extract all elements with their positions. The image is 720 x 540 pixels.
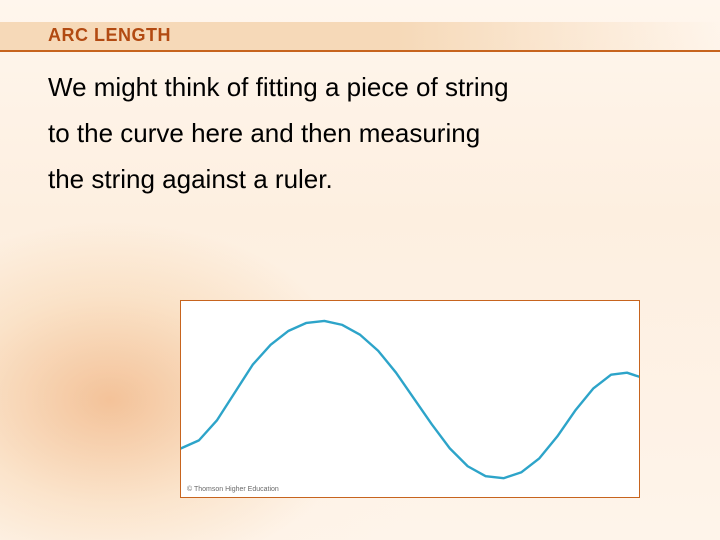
page-title: ARC LENGTH xyxy=(48,25,171,46)
body-line: to the curve here and then measuring xyxy=(48,112,672,154)
figure-attribution: © Thomson Higher Education xyxy=(187,486,279,493)
curve-line xyxy=(181,321,639,478)
curve-svg xyxy=(181,301,639,498)
header-bar: ARC LENGTH xyxy=(0,22,720,50)
body-line: the string against a ruler. xyxy=(48,158,672,200)
figure-box: © Thomson Higher Education xyxy=(180,300,640,498)
header-underline xyxy=(0,50,720,52)
body-line: We might think of fitting a piece of str… xyxy=(48,66,672,108)
body-text: We might think of fitting a piece of str… xyxy=(48,66,672,204)
